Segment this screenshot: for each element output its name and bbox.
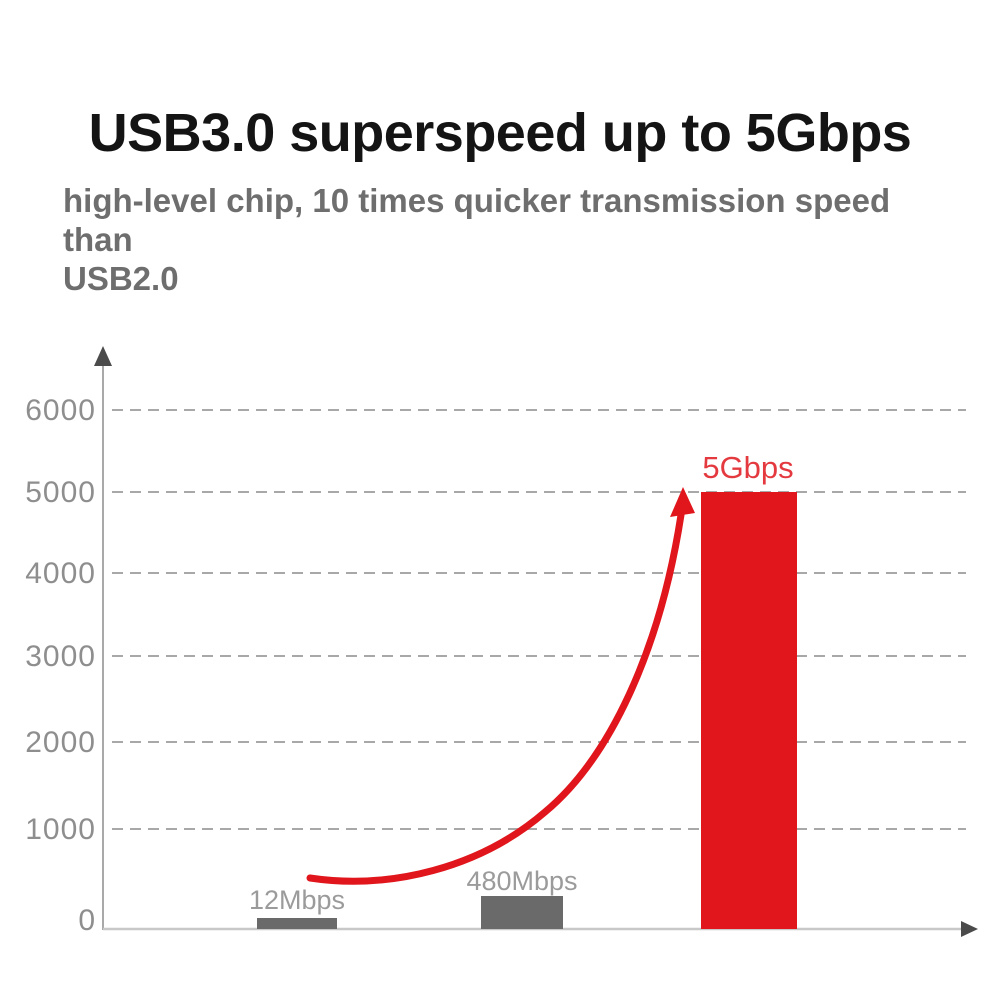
gridlines — [112, 409, 966, 830]
y-tick-6000: 6000 — [25, 394, 96, 427]
y-tick-3000: 3000 — [25, 640, 96, 673]
bar-usb3-5gbps — [701, 492, 797, 929]
bar-label-480mbps: 480Mbps — [466, 866, 577, 896]
growth-curve — [306, 511, 685, 885]
y-tick-5000: 5000 — [25, 476, 96, 509]
page-title: USB3.0 superspeed up to 5Gbps — [88, 103, 912, 163]
growth-curve-arrowhead-icon — [670, 487, 695, 517]
y-tick-0: 0 — [78, 904, 96, 937]
bar-usb2-480mbps — [481, 896, 563, 929]
y-axis-arrow-icon — [94, 346, 112, 366]
y-tick-2000: 2000 — [25, 726, 96, 759]
y-tick-1000: 1000 — [25, 813, 96, 846]
subtitle-line-1: high-level chip, 10 times quicker transm… — [63, 182, 891, 258]
bar-usb1-12mbps — [257, 918, 337, 929]
y-axis-tick-labels: 0 1000 2000 3000 4000 5000 6000 — [25, 394, 96, 937]
subtitle-line-2: USB2.0 — [63, 260, 179, 297]
bar-label-5gbps: 5Gbps — [702, 450, 793, 485]
y-tick-4000: 4000 — [25, 557, 96, 590]
x-axis-arrow-icon — [961, 921, 978, 937]
bar-label-12mbps: 12Mbps — [249, 885, 345, 915]
subtitle: high-level chip, 10 times quicker transm… — [63, 181, 963, 298]
